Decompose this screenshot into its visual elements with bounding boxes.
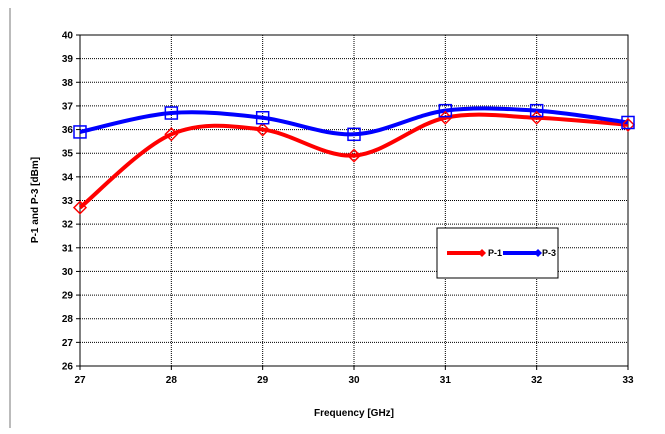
data-point-p3 (438, 103, 453, 118)
x-tick-label: 30 (348, 375, 360, 386)
x-tick-label: 31 (440, 375, 452, 386)
x-tick-label: 33 (622, 375, 634, 386)
x-tick-label: 32 (531, 375, 543, 386)
y-tick-label: 35 (62, 149, 74, 160)
y-tick-label: 29 (62, 291, 74, 302)
legend-label-p1: P-1 (488, 248, 502, 258)
data-point-p3 (347, 127, 361, 142)
data-point-p1 (255, 122, 270, 137)
legend-label-p3: P-3 (542, 248, 556, 258)
y-tick-label: 36 (62, 125, 74, 136)
grid (80, 35, 628, 366)
x-axis-title: Frequency [GHz] (314, 408, 394, 419)
data-point-p3 (164, 106, 179, 120)
y-tick-label: 38 (62, 78, 74, 89)
legend: P-1 P-3 (436, 227, 559, 279)
data-point-p3 (529, 103, 544, 118)
y-tick-label: 34 (62, 172, 74, 183)
y-axis-title: P-1 and P-3 [dBm] (30, 157, 41, 243)
data-point-p3 (621, 115, 635, 130)
series-group (72, 103, 636, 215)
series-line-p3 (79, 106, 629, 137)
series-line-p1 (78, 112, 629, 210)
x-tick-label: 27 (74, 375, 86, 386)
y-tick-label: 31 (62, 243, 74, 254)
y-tick-label: 28 (62, 314, 74, 325)
y-tick-label: 32 (62, 220, 74, 231)
data-point-p3 (255, 111, 270, 125)
legend-marker-p3 (534, 249, 542, 257)
data-point-p1 (164, 127, 179, 142)
y-axis-ticks: 26 27 28 29 30 31 32 33 34 35 36 37 38 39 40 (62, 31, 80, 373)
data-point-p1 (438, 110, 453, 125)
y-tick-label: 26 (62, 362, 74, 373)
data-point-p3 (73, 125, 87, 139)
y-tick-label: 33 (62, 196, 74, 207)
x-axis-ticks: 27 28 29 30 31 32 33 (74, 366, 634, 386)
y-tick-label: 40 (62, 31, 74, 42)
data-point-p1 (72, 200, 88, 215)
y-tick-label: 27 (62, 338, 74, 349)
data-point-p1 (529, 110, 544, 125)
x-tick-label: 28 (166, 375, 178, 386)
x-tick-label: 29 (257, 375, 269, 386)
y-tick-label: 30 (62, 267, 74, 278)
y-tick-label: 39 (62, 54, 74, 65)
y-tick-label: 37 (62, 101, 74, 112)
data-point-p1 (346, 148, 362, 163)
legend-marker-p1 (478, 249, 486, 257)
data-point-p1 (620, 117, 636, 132)
